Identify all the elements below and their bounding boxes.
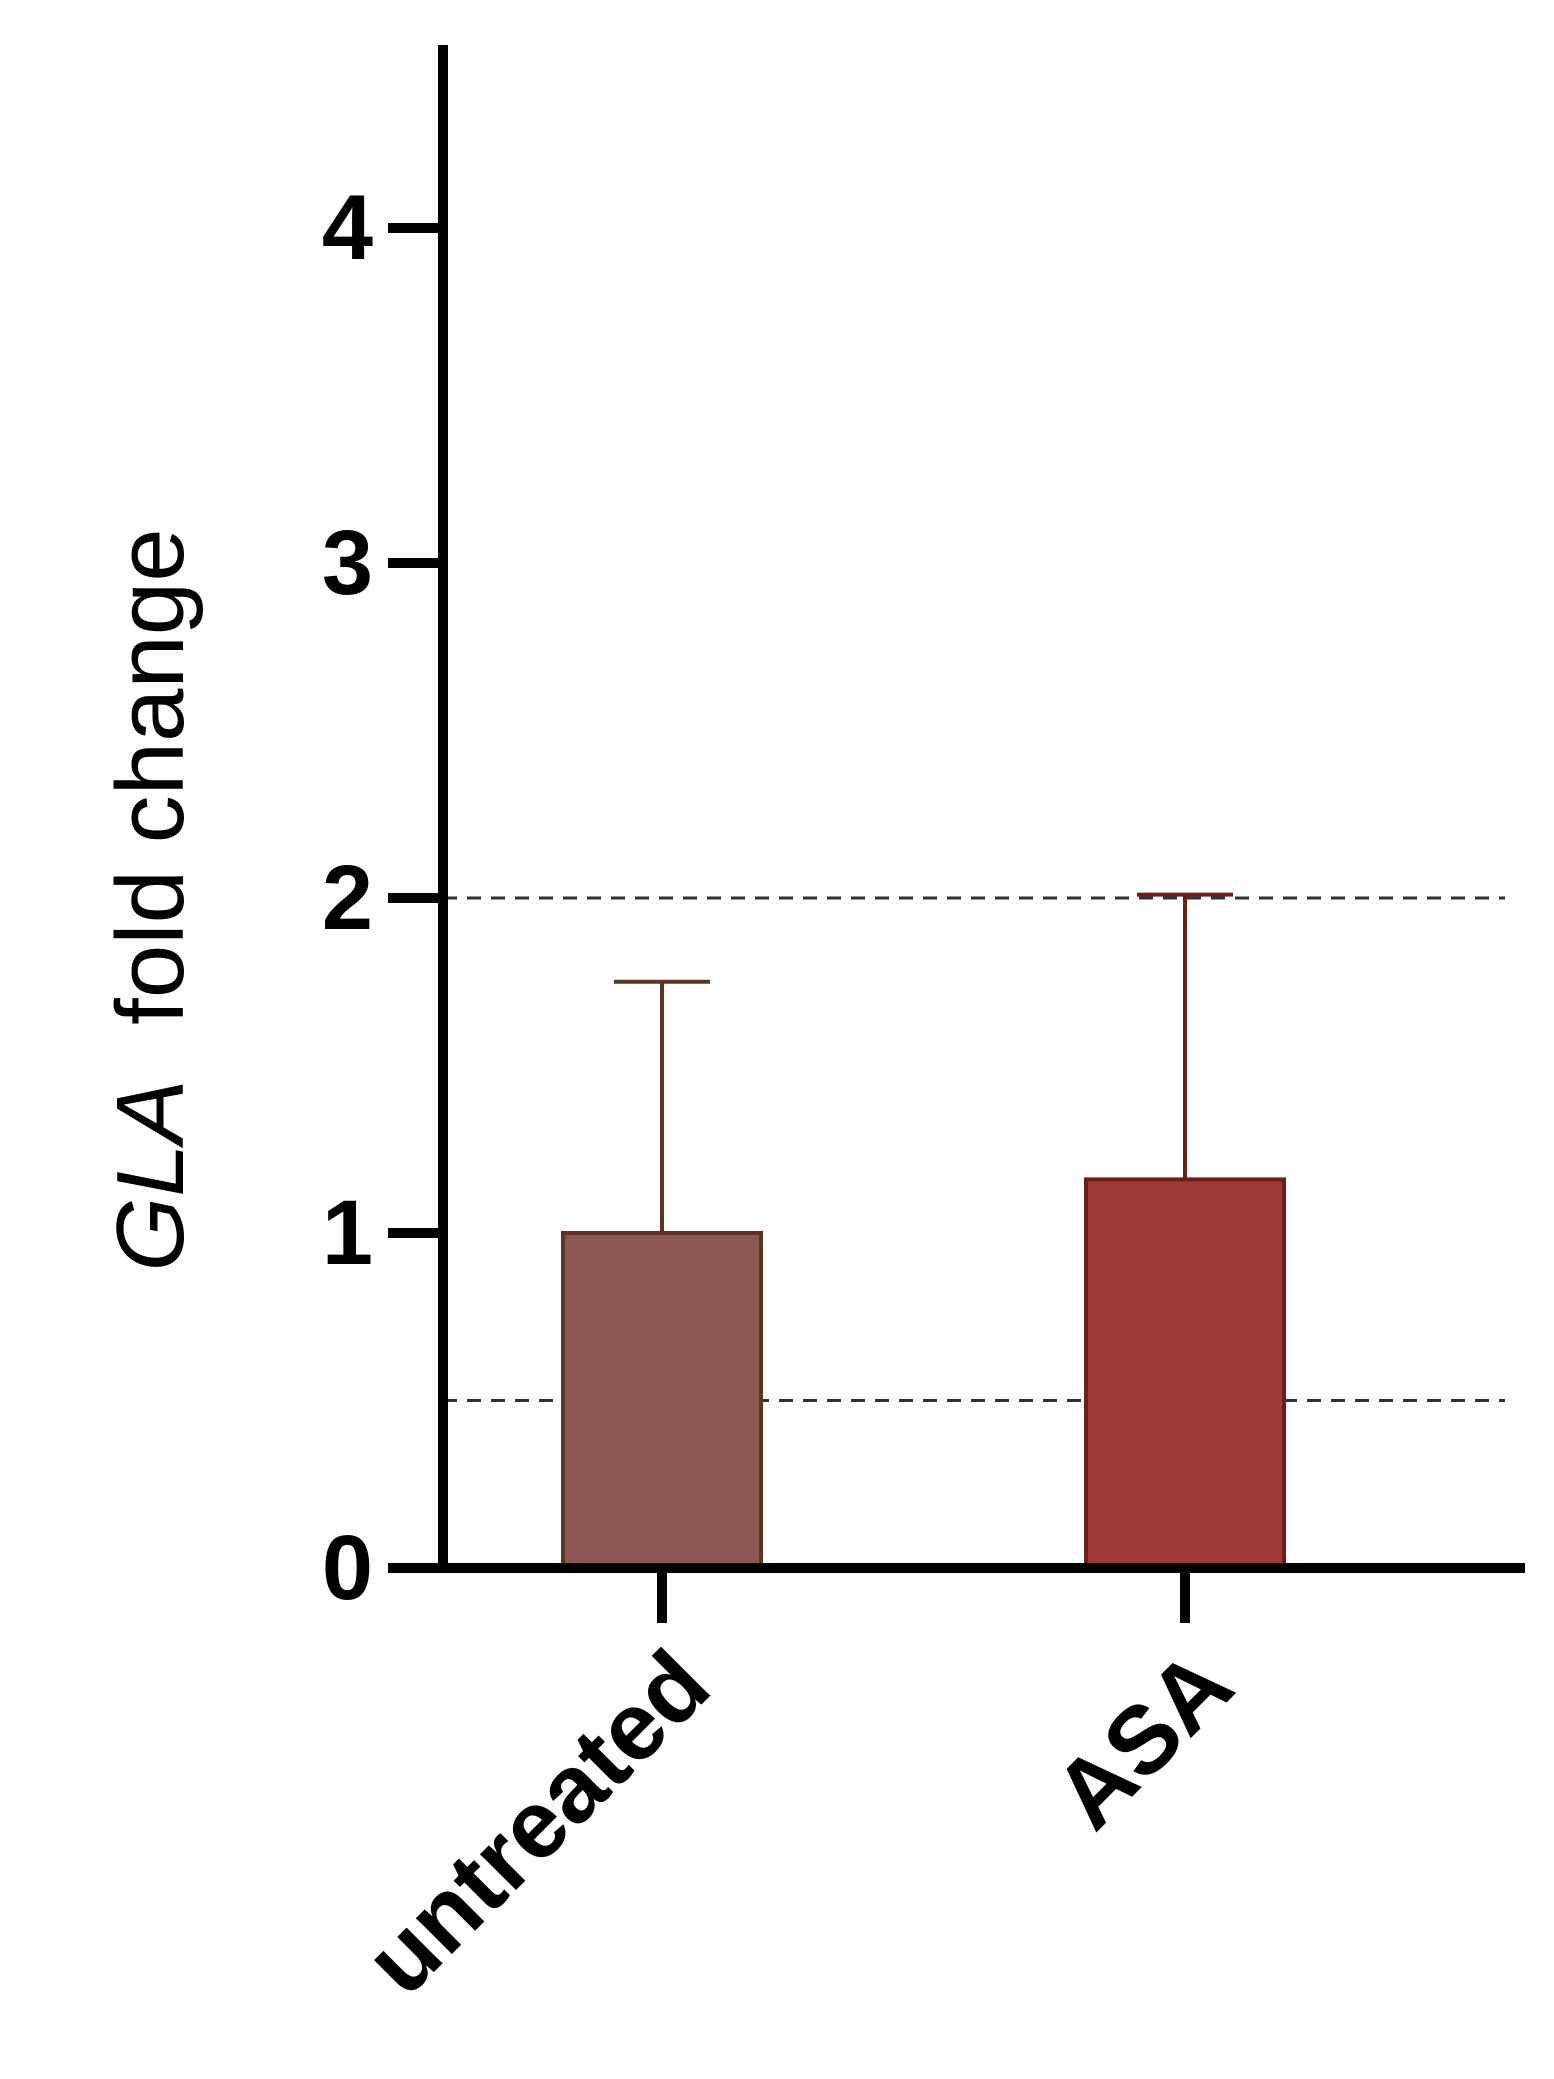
y-tick-label-1: 1 [322,1182,373,1284]
y-axis-ticks: 0 1 2 3 4 [322,177,443,1619]
y-tick-label-2: 2 [322,847,373,949]
axes [438,45,1525,1573]
y-tick-label-3: 3 [322,512,373,614]
bar-untreated [561,1231,763,1570]
x-tick-label-ASA: ASA [1034,1630,1253,1849]
y-tick-label-4: 4 [322,177,373,279]
x-axis-ticks: untreated ASA [345,1568,1253,2015]
bars [561,892,1286,1571]
x-tick-label-untreated: untreated [345,1630,730,2015]
y-axis-label: GLA fold change [97,528,204,1271]
y-axis-label-gene: GLA [97,1079,204,1271]
y-axis-label-suffix: fold change [97,528,204,1024]
y-tick-label-0: 0 [322,1517,373,1619]
bar-ASA [1084,1177,1286,1571]
